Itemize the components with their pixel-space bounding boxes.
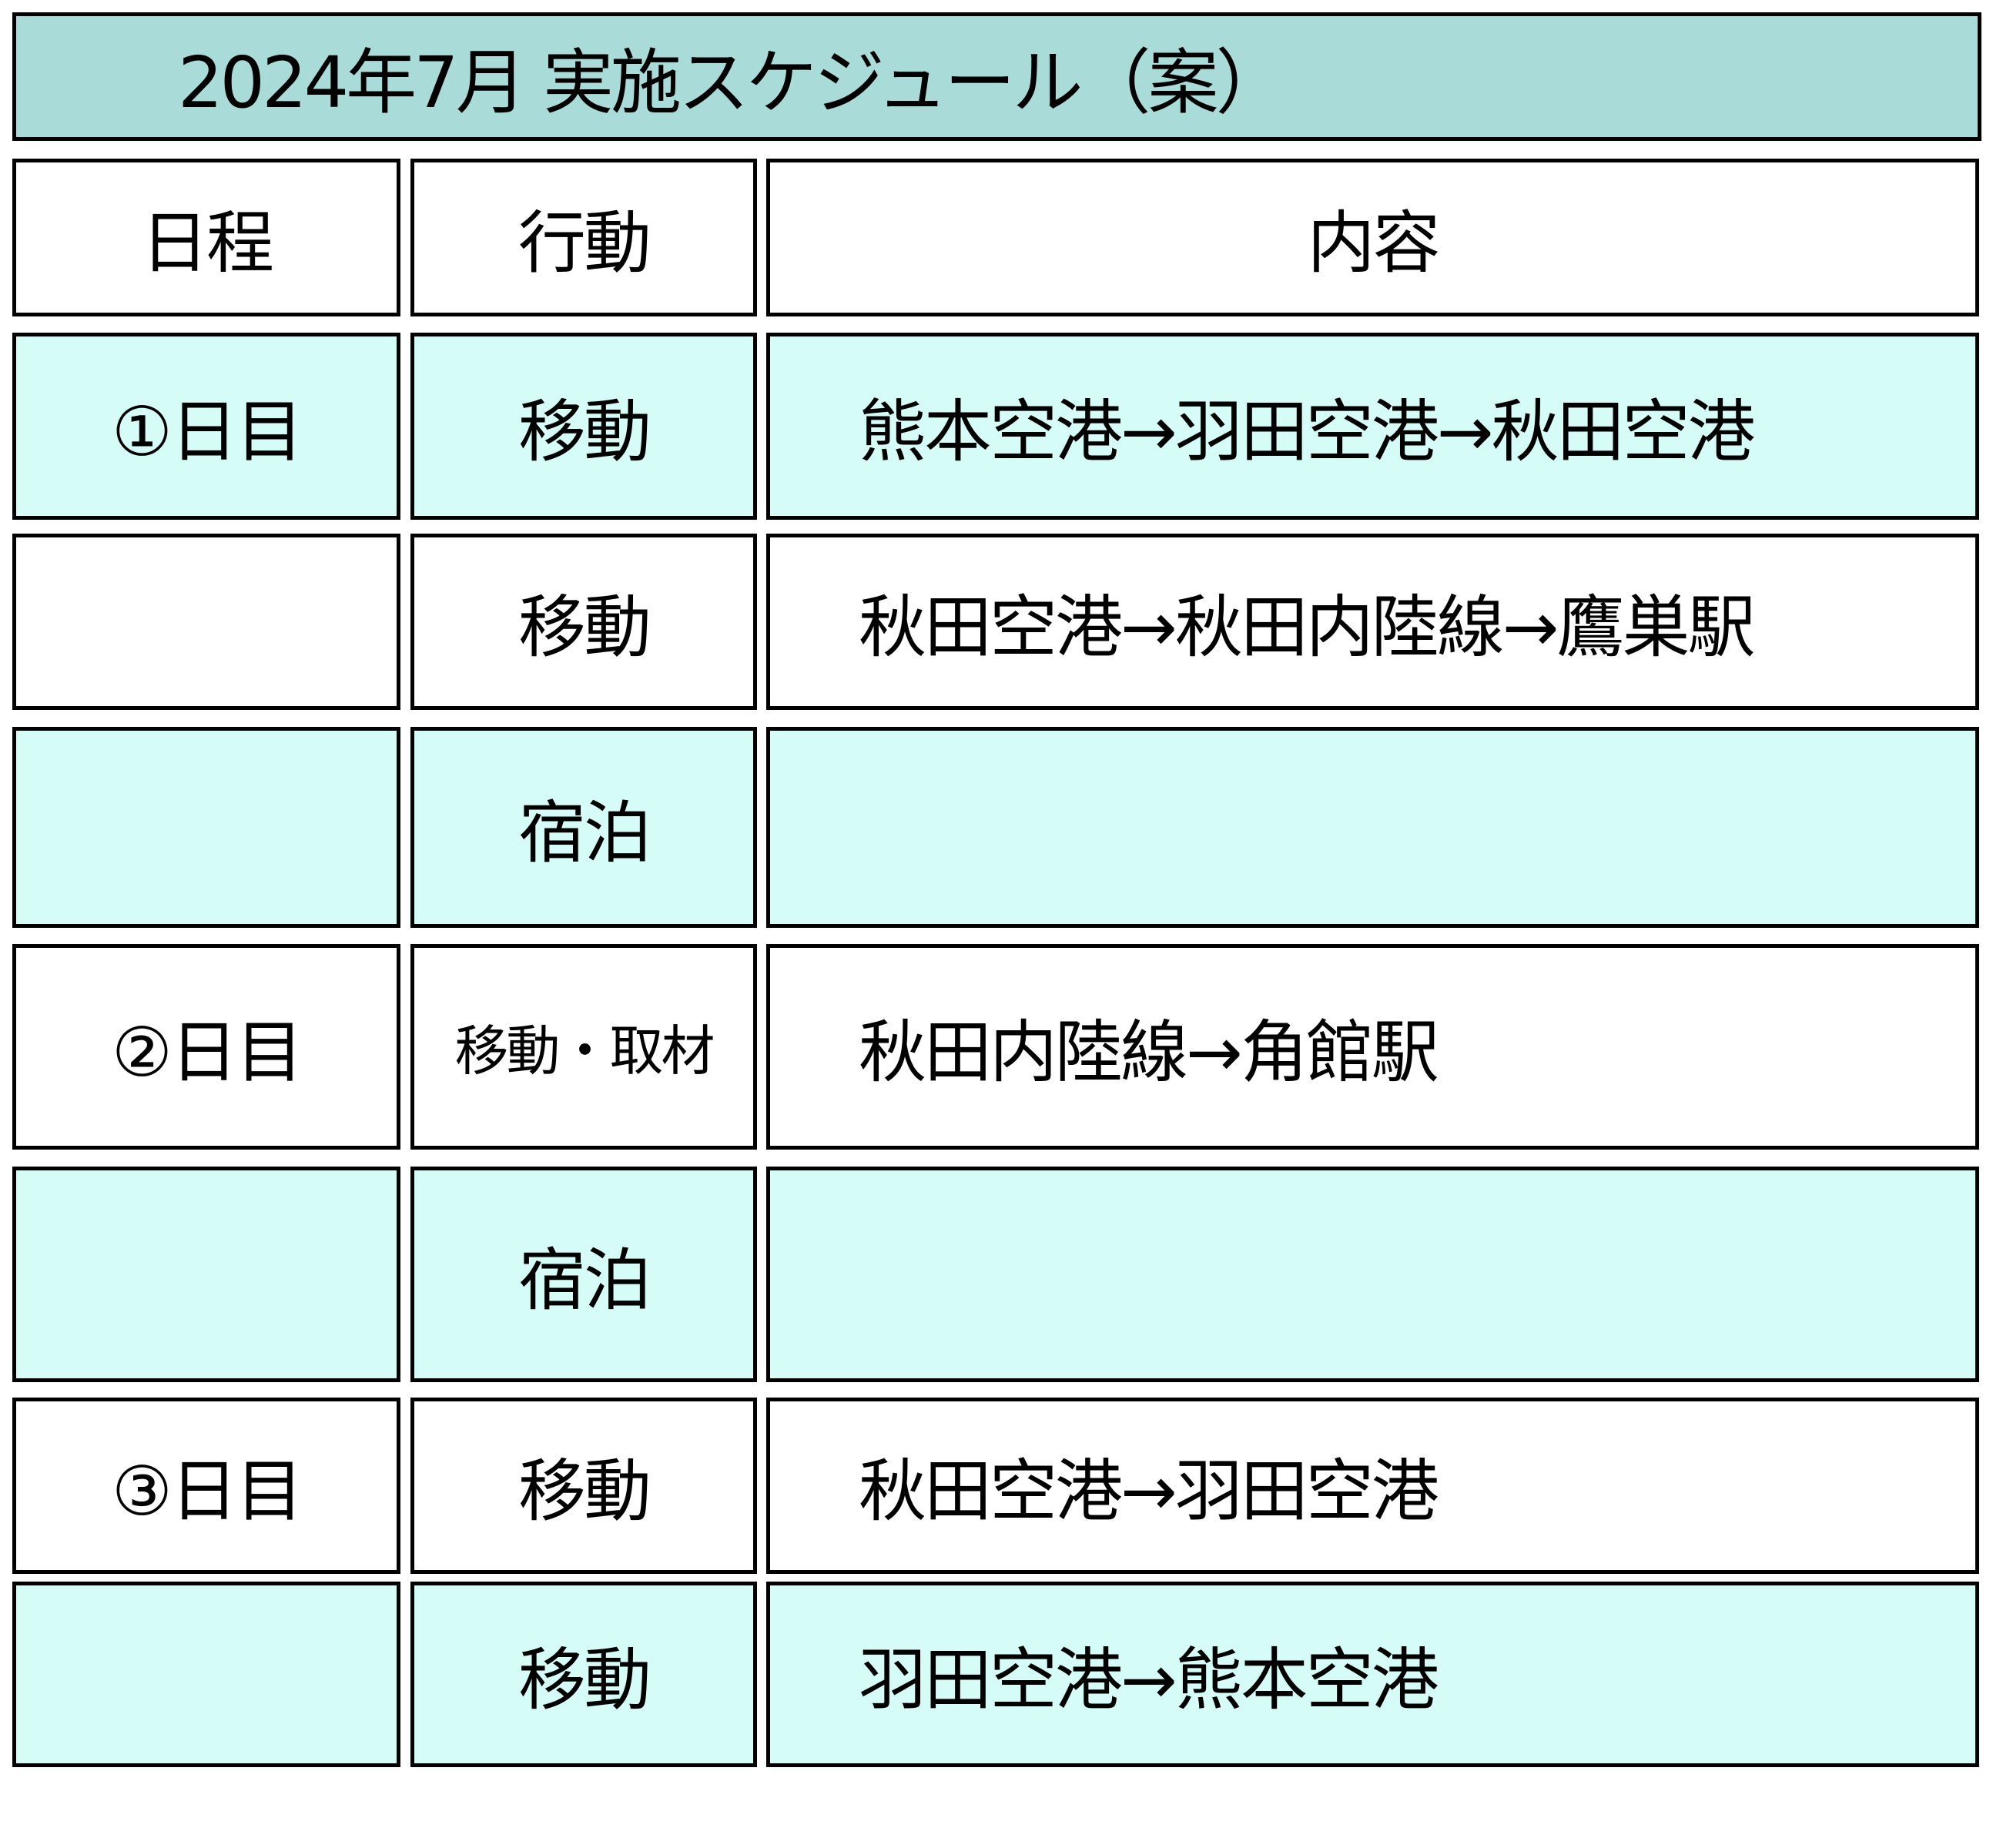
day-cell: ①日目 bbox=[12, 333, 400, 520]
action-cell: 移動・取材 bbox=[410, 944, 757, 1150]
content-cell: 秋田内陸線→角館駅 bbox=[766, 944, 1979, 1150]
day-cell: ②日目 bbox=[12, 944, 400, 1150]
content-cell bbox=[766, 727, 1979, 928]
header-day: 日程 bbox=[12, 159, 400, 316]
day-cell bbox=[12, 534, 400, 710]
header-action: 行動 bbox=[410, 159, 757, 316]
content-cell: 秋田空港→秋田内陸線→鷹巣駅 bbox=[766, 534, 1979, 710]
action-cell: 宿泊 bbox=[410, 1167, 757, 1382]
schedule-title: 2024年7月 実施スケジュール（案） bbox=[12, 12, 1981, 141]
action-cell: 移動 bbox=[410, 1398, 757, 1574]
action-cell: 移動 bbox=[410, 534, 757, 710]
content-cell: 秋田空港→羽田空港 bbox=[766, 1398, 1979, 1574]
action-cell: 移動 bbox=[410, 333, 757, 520]
content-cell bbox=[766, 1167, 1979, 1382]
day-cell bbox=[12, 727, 400, 928]
content-cell: 羽田空港→熊本空港 bbox=[766, 1582, 1979, 1767]
action-cell: 移動 bbox=[410, 1582, 757, 1767]
header-content: 内容 bbox=[766, 159, 1979, 316]
day-cell bbox=[12, 1167, 400, 1382]
content-cell: 熊本空港→羽田空港→秋田空港 bbox=[766, 333, 1979, 520]
action-cell: 宿泊 bbox=[410, 727, 757, 928]
day-cell bbox=[12, 1582, 400, 1767]
day-cell: ③日目 bbox=[12, 1398, 400, 1574]
